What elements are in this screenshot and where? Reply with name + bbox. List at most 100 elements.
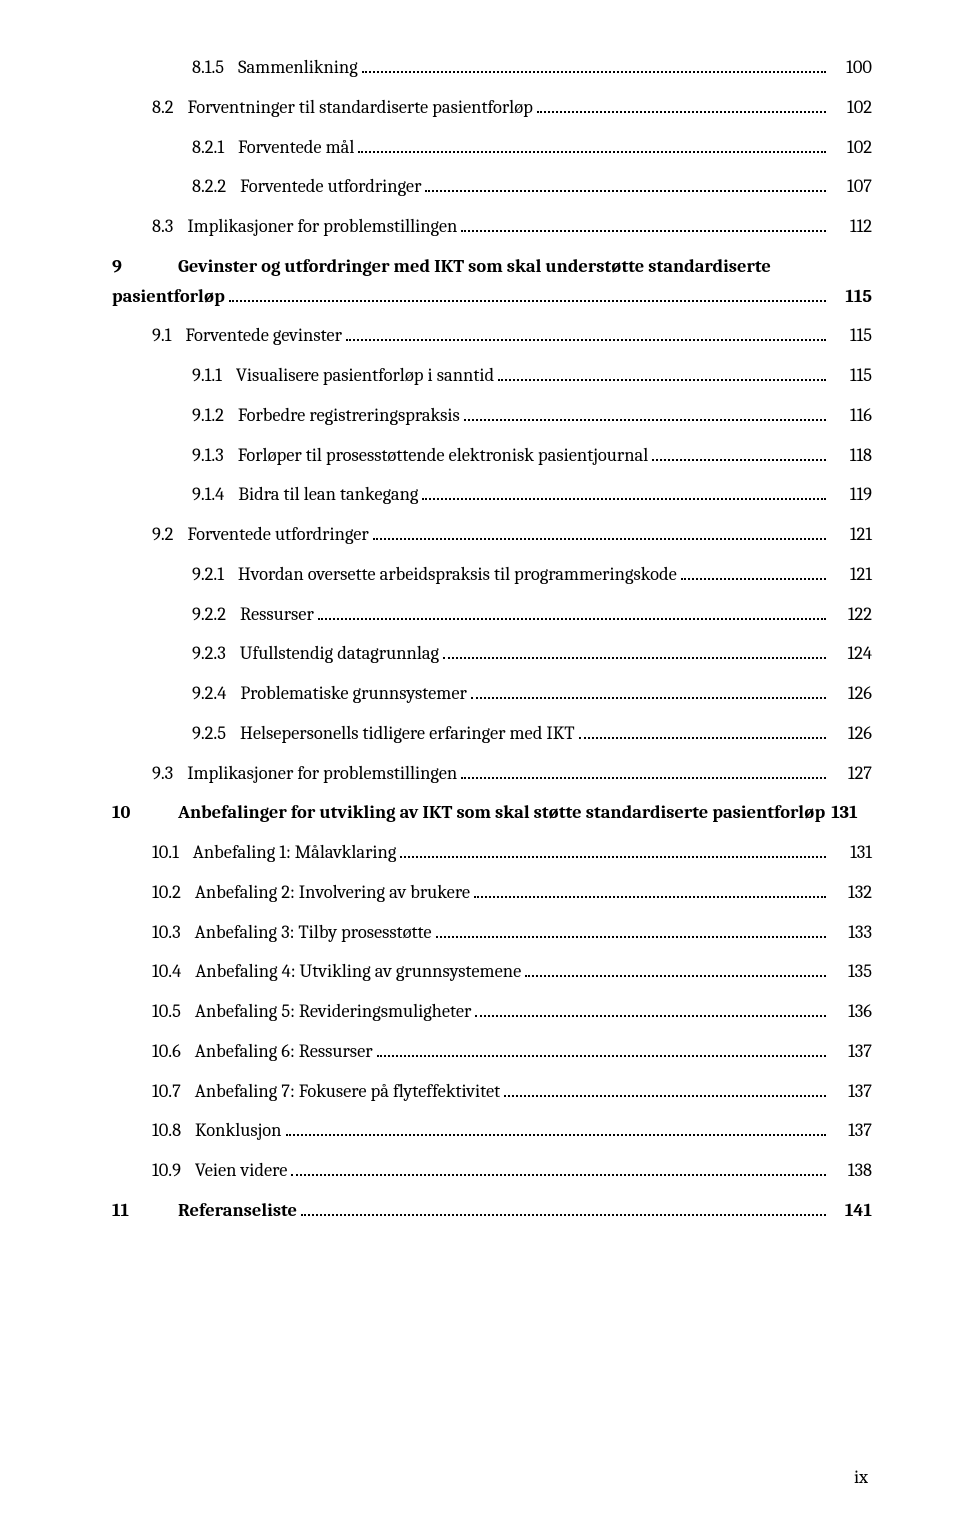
toc-number: 9.1.3 — [192, 442, 224, 470]
toc-title: Referanseliste — [178, 1197, 297, 1225]
toc-leader — [229, 287, 826, 302]
toc-entry: 10.5Anbefaling 5: Revideringsmuligheter1… — [112, 998, 872, 1026]
toc-number: 9.3 — [152, 760, 173, 788]
toc-leader — [461, 217, 826, 232]
toc-page: 135 — [830, 958, 872, 986]
toc-entry: 10.2Anbefaling 2: Involvering av brukere… — [112, 879, 872, 907]
toc-page: 132 — [830, 879, 872, 907]
toc-number: 10.4 — [152, 958, 181, 986]
toc-page: 121 — [830, 521, 872, 549]
toc-number: 9.2.3 — [192, 640, 226, 668]
toc-title: Gevinster og utfordringer med IKT som sk… — [178, 253, 771, 281]
toc-title: Problematiske grunnsystemer — [240, 680, 467, 708]
toc-entry: 10.1 Anbefaling 1: Målavklaring 131 — [112, 839, 872, 867]
toc-page: 137 — [830, 1038, 872, 1066]
toc-title: Visualisere pasientforløp i sanntid — [236, 362, 494, 390]
toc-leader — [504, 1082, 826, 1097]
toc-number: 8.2.1 — [192, 134, 224, 162]
toc-leader — [286, 1121, 827, 1136]
toc-title: Implikasjoner for problemstillingen — [187, 760, 457, 788]
toc-title: Forløper til prosesstøttende elektronisk… — [238, 442, 649, 470]
toc-page: 115 — [830, 283, 872, 311]
toc-leader — [652, 446, 826, 461]
toc-entry: 9.2.2Ressurser122 — [112, 601, 872, 629]
toc-title: Helsepersonells tidligere erfaringer med… — [240, 720, 575, 748]
toc-title: pasientforløp — [112, 283, 225, 311]
toc-page: 131 — [830, 839, 872, 867]
toc-entry: 9.2.5 Helsepersonells tidligere erfaringe… — [112, 720, 872, 748]
toc-number: 10.7 — [152, 1078, 181, 1106]
toc-page: 112 — [830, 213, 872, 241]
toc-entry: 8.1.5Sammenlikning100 — [112, 54, 872, 82]
toc-title: Anbefaling 3: Tilby prosesstøtte — [195, 919, 432, 947]
toc-leader — [681, 565, 826, 580]
toc-number: 9.1.4 — [192, 481, 224, 509]
toc-number: 9.1.2 — [192, 402, 224, 430]
toc-page: 124 — [830, 640, 872, 668]
toc-entry: 8.2.2Forventede utfordringer107 — [112, 173, 872, 201]
toc-entry: 9.2.4Problematiske grunnsystemer126 — [112, 680, 872, 708]
toc-title: Bidra til lean tankegang — [238, 481, 418, 509]
table-of-contents: 8.1.5Sammenlikning1008.2Forventninger ti… — [112, 54, 872, 1225]
page-number: ix — [854, 1464, 868, 1492]
toc-page: 131 — [831, 799, 857, 827]
toc-number: 9 — [112, 253, 164, 281]
toc-leader — [291, 1161, 826, 1176]
toc-page: 102 — [830, 94, 872, 122]
toc-leader — [377, 1042, 826, 1057]
toc-leader — [400, 843, 826, 858]
toc-page: 137 — [830, 1078, 872, 1106]
toc-title: Anbefaling 1: Målavklaring — [193, 839, 397, 867]
toc-entry: 10.8Konklusjon137 — [112, 1117, 872, 1145]
toc-entry: 10.3Anbefaling 3: Tilby prosesstøtte133 — [112, 919, 872, 947]
toc-leader — [425, 177, 826, 192]
toc-number: 10 — [112, 799, 164, 827]
toc-entry: pasientforløp 115 — [112, 283, 872, 311]
toc-page: 126 — [830, 720, 872, 748]
toc-entry: 9 Gevinster og utfordringer med IKT som s… — [112, 253, 872, 281]
toc-title: Forventede gevinster — [185, 322, 342, 350]
toc-entry: 10.6Anbefaling 6: Ressurser137 — [112, 1038, 872, 1066]
toc-page: 116 — [830, 402, 872, 430]
toc-entry: 9.1 Forventede gevinster 115 — [112, 322, 872, 350]
toc-page: 138 — [830, 1157, 872, 1185]
toc-title: Anbefaling 6: Ressurser — [195, 1038, 373, 1066]
toc-number: 9.1 — [152, 322, 171, 350]
toc-entry: 11Referanseliste141 — [112, 1197, 872, 1225]
toc-number: 9.2.1 — [192, 561, 224, 589]
toc-title: Forventninger til standardiserte pasient… — [188, 94, 533, 122]
toc-entry: 10.7 Anbefaling 7: Fokusere på flyteffekt… — [112, 1078, 872, 1106]
document-page: 8.1.5Sammenlikning1008.2Forventninger ti… — [0, 0, 960, 1532]
toc-number: 9.2.5 — [192, 720, 226, 748]
toc-title: Anbefaling 2: Involvering av brukere — [195, 879, 470, 907]
toc-entry: 9.2Forventede utfordringer121 — [112, 521, 872, 549]
toc-entry: 10.9Veien videre138 — [112, 1157, 872, 1185]
toc-title: Sammenlikning — [238, 54, 358, 82]
toc-leader — [461, 764, 826, 779]
toc-number: 9.2.2 — [192, 601, 226, 629]
toc-page: 118 — [830, 442, 872, 470]
toc-title: Forventede mål — [238, 134, 354, 162]
toc-entry: 8.3Implikasjoner for problemstillingen11… — [112, 213, 872, 241]
toc-number: 10.1 — [152, 839, 179, 867]
toc-page: 136 — [830, 998, 872, 1026]
toc-entry: 8.2.1 Forventede mål 102 — [112, 134, 872, 162]
toc-page: 107 — [830, 173, 872, 201]
toc-page: 115 — [830, 322, 872, 350]
toc-title: Ressurser — [240, 601, 314, 629]
toc-page: 102 — [830, 134, 872, 162]
toc-leader — [318, 605, 826, 620]
toc-leader — [422, 485, 826, 500]
toc-leader — [346, 326, 826, 341]
toc-page: 115 — [830, 362, 872, 390]
toc-leader — [358, 138, 826, 153]
toc-title: Anbefaling 7: Fokusere på flyteffektivit… — [195, 1078, 500, 1106]
toc-entry: 9.1.4Bidra til lean tankegang119 — [112, 481, 872, 509]
toc-number: 11 — [112, 1197, 164, 1225]
toc-leader — [362, 58, 826, 73]
toc-title: Forventede utfordringer — [240, 173, 421, 201]
toc-leader — [475, 1002, 826, 1017]
toc-leader — [525, 962, 826, 977]
toc-page: 121 — [830, 561, 872, 589]
toc-leader — [474, 883, 826, 898]
